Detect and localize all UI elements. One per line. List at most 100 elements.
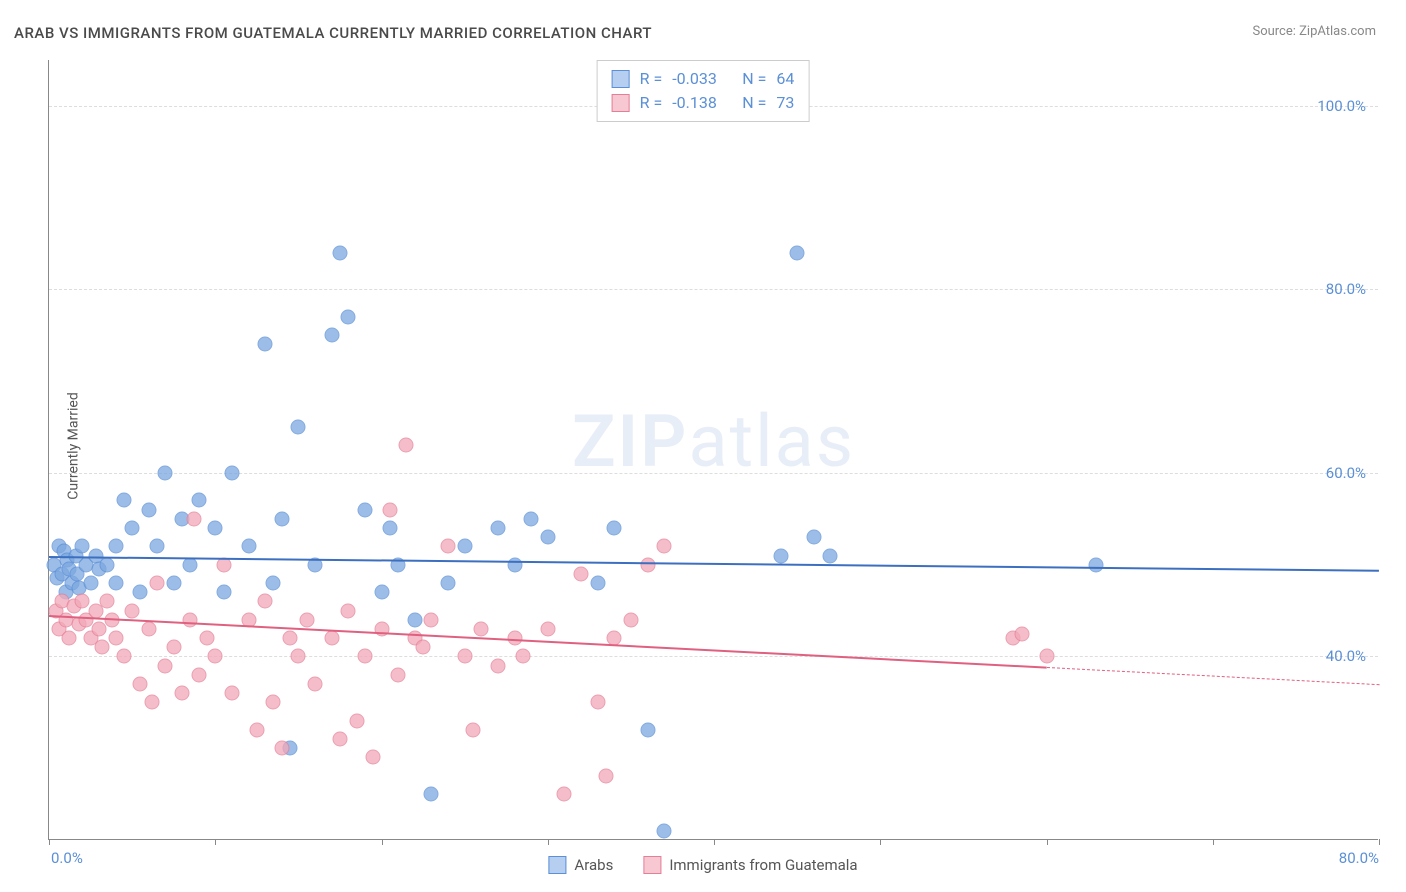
data-point <box>274 741 289 756</box>
data-point <box>382 502 397 517</box>
data-point <box>108 576 123 591</box>
data-point <box>158 658 173 673</box>
source-name: ZipAtlas.com <box>1299 24 1376 39</box>
x-tick-mark <box>1213 839 1214 845</box>
x-tick-mark <box>1047 839 1048 845</box>
data-point <box>465 722 480 737</box>
n-label: N = <box>742 67 766 91</box>
x-tick-mark <box>548 839 549 845</box>
source-attribution: Source: ZipAtlas.com <box>1252 24 1376 39</box>
grid-line <box>49 289 1378 290</box>
watermark: ZIPatlas <box>572 399 855 484</box>
data-point <box>457 539 472 554</box>
data-point <box>125 521 140 536</box>
data-point <box>357 649 372 664</box>
data-point <box>75 594 90 609</box>
data-point <box>823 548 838 563</box>
data-point <box>424 787 439 802</box>
data-point <box>407 612 422 627</box>
n-value: 73 <box>776 91 794 115</box>
data-point <box>258 594 273 609</box>
data-point <box>141 621 156 636</box>
data-point <box>175 686 190 701</box>
data-point <box>166 576 181 591</box>
r-label: R = <box>640 67 663 91</box>
x-tick-mark <box>880 839 881 845</box>
grid-line <box>49 473 1378 474</box>
data-point <box>291 420 306 435</box>
data-point <box>640 557 655 572</box>
legend-series-label: Arabs <box>574 856 613 874</box>
data-point <box>324 631 339 646</box>
x-tick-mark <box>382 839 383 845</box>
data-point <box>199 631 214 646</box>
chart-title: ARAB VS IMMIGRANTS FROM GUATEMALA CURREN… <box>14 24 652 42</box>
data-point <box>191 667 206 682</box>
plot-area: ZIPatlas 40.0%60.0%80.0%100.0%0.0%80.0% <box>48 60 1378 840</box>
data-point <box>141 502 156 517</box>
source-prefix: Source: <box>1252 24 1299 39</box>
data-point <box>607 521 622 536</box>
data-point <box>540 530 555 545</box>
data-point <box>183 612 198 627</box>
data-point <box>349 713 364 728</box>
data-point <box>457 649 472 664</box>
data-point <box>490 658 505 673</box>
grid-line <box>49 656 1378 657</box>
data-point <box>108 631 123 646</box>
series-legend: Arabs Immigrants from Guatemala <box>548 856 857 874</box>
data-point <box>490 521 505 536</box>
data-point <box>283 631 298 646</box>
data-point <box>324 328 339 343</box>
data-point <box>341 603 356 618</box>
data-point <box>75 539 90 554</box>
data-point <box>640 722 655 737</box>
data-point <box>515 649 530 664</box>
correlation-legend: R =-0.033N =64R =-0.138N =73 <box>597 60 810 122</box>
data-point <box>208 521 223 536</box>
r-value: -0.033 <box>672 67 732 91</box>
data-point <box>441 539 456 554</box>
data-point <box>108 539 123 554</box>
data-point <box>590 576 605 591</box>
data-point <box>100 557 115 572</box>
data-point <box>424 612 439 627</box>
data-point <box>399 438 414 453</box>
data-point <box>366 750 381 765</box>
x-tick-mark <box>714 839 715 845</box>
y-tick-label: 60.0% <box>1326 464 1366 482</box>
data-point <box>299 612 314 627</box>
data-point <box>150 539 165 554</box>
data-point <box>166 640 181 655</box>
data-point <box>133 585 148 600</box>
data-point <box>657 539 672 554</box>
legend-stat-row: R =-0.033N =64 <box>612 67 795 91</box>
data-point <box>773 548 788 563</box>
legend-swatch <box>612 70 630 88</box>
data-point <box>191 493 206 508</box>
data-point <box>382 521 397 536</box>
data-point <box>357 502 372 517</box>
legend-series-label: Immigrants from Guatemala <box>669 856 857 874</box>
data-point <box>266 576 281 591</box>
data-point <box>540 621 555 636</box>
data-point <box>557 787 572 802</box>
x-tick-mark <box>1379 839 1380 845</box>
data-point <box>416 640 431 655</box>
legend-swatch <box>612 94 630 112</box>
data-point <box>291 649 306 664</box>
data-point <box>258 337 273 352</box>
x-tick-mark <box>215 839 216 845</box>
data-point <box>249 722 264 737</box>
data-point <box>1014 626 1029 641</box>
data-point <box>790 245 805 260</box>
data-point <box>657 823 672 838</box>
data-point <box>61 631 76 646</box>
legend-swatch <box>643 856 661 874</box>
data-point <box>216 585 231 600</box>
data-point <box>241 539 256 554</box>
data-point <box>391 667 406 682</box>
data-point <box>208 649 223 664</box>
watermark-light: atlas <box>688 399 855 484</box>
y-tick-label: 80.0% <box>1326 280 1366 298</box>
